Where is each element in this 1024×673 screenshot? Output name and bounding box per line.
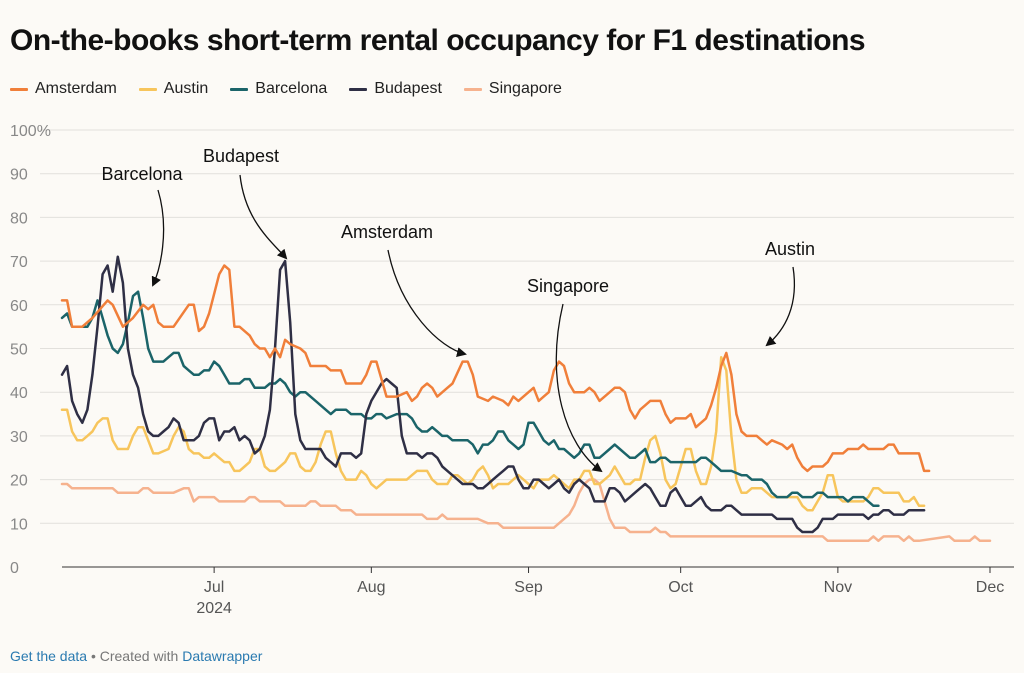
y-tick-label: 80 bbox=[10, 210, 28, 227]
x-axis-ticks: Jul 2024 Aug Sep Oct Nov Dec bbox=[196, 567, 1004, 617]
y-tick-label: 60 bbox=[10, 298, 28, 315]
y-tick-label: 10 bbox=[10, 516, 28, 533]
x-tick-label: Jul bbox=[204, 579, 224, 596]
y-tick-label: 90 bbox=[10, 167, 28, 184]
y-tick-label: 0 bbox=[10, 560, 19, 577]
legend-swatch-singapore bbox=[463, 87, 482, 91]
x-tick-year-label: 2024 bbox=[196, 600, 232, 617]
x-tick-label: Nov bbox=[824, 579, 852, 596]
legend-item-barcelona: Barcelona bbox=[230, 80, 327, 98]
series-lines bbox=[60, 255, 992, 543]
series-line-amsterdam bbox=[60, 264, 931, 473]
footer-separator: • Created with bbox=[87, 648, 183, 664]
datawrapper-link[interactable]: Datawrapper bbox=[182, 648, 263, 664]
annotation-label-singapore: Singapore bbox=[527, 276, 609, 296]
annotation-arrow-barcelona bbox=[151, 189, 165, 287]
legend-swatch-austin bbox=[138, 87, 157, 91]
y-tick-label: 50 bbox=[10, 342, 28, 359]
chart-title: On-the-books short-term rental occupancy… bbox=[10, 24, 866, 57]
footer: Get the data • Created with Datawrapper bbox=[10, 648, 262, 664]
y-tick-label: 100% bbox=[10, 123, 51, 140]
x-tick-label: Dec bbox=[976, 579, 1004, 596]
y-axis-ticks: 0 10 20 30 40 50 60 70 80 90 100% bbox=[10, 123, 51, 577]
legend-label-barcelona: Barcelona bbox=[255, 80, 328, 97]
legend-label-singapore: Singapore bbox=[488, 80, 562, 97]
series-line-barcelona bbox=[60, 290, 880, 508]
series-line-singapore bbox=[60, 478, 992, 543]
legend-label-austin: Austin bbox=[163, 80, 209, 97]
annotation-label-budapest: Budapest bbox=[203, 146, 279, 166]
legend-label-amsterdam: Amsterdam bbox=[35, 80, 117, 97]
legend-swatch-budapest bbox=[349, 87, 368, 91]
y-tick-label: 40 bbox=[10, 385, 28, 402]
annotations: Barcelona Budapest Amsterdam Singapore Austi… bbox=[101, 146, 815, 473]
legend-item-austin: Austin bbox=[138, 80, 209, 98]
annotation-arrow-budapest bbox=[239, 174, 288, 260]
annotation-label-austin: Austin bbox=[765, 239, 815, 259]
legend-item-amsterdam: Amsterdam bbox=[10, 80, 117, 98]
get-data-link[interactable]: Get the data bbox=[10, 648, 88, 664]
annotation-label-barcelona: Barcelona bbox=[101, 164, 183, 184]
y-tick-label: 70 bbox=[10, 254, 28, 271]
legend-swatch-amsterdam bbox=[10, 87, 28, 91]
legend-swatch-barcelona bbox=[230, 87, 249, 91]
line-chart: 0 10 20 30 40 50 60 70 80 90 100% Jul 2024 Aug Sep Oct… bbox=[10, 123, 1014, 617]
series-line-austin bbox=[60, 355, 926, 512]
y-tick-label: 20 bbox=[10, 473, 28, 490]
series-line-budapest bbox=[60, 255, 926, 534]
legend-item-budapest: Budapest bbox=[349, 80, 442, 98]
annotation-label-amsterdam: Amsterdam bbox=[341, 222, 433, 242]
annotation-arrow-austin bbox=[765, 266, 795, 347]
legend-label-budapest: Budapest bbox=[374, 80, 442, 97]
legend-item-singapore: Singapore bbox=[463, 80, 562, 98]
y-tick-label: 30 bbox=[10, 429, 28, 446]
x-tick-label: Oct bbox=[668, 579, 693, 596]
annotation-arrow-amsterdam bbox=[387, 249, 467, 357]
x-tick-label: Aug bbox=[357, 579, 385, 596]
legend: Amsterdam Austin Barcelona Budapest Sing… bbox=[10, 80, 562, 98]
x-tick-label: Sep bbox=[514, 579, 543, 596]
annotation-arrow-singapore bbox=[555, 303, 603, 473]
